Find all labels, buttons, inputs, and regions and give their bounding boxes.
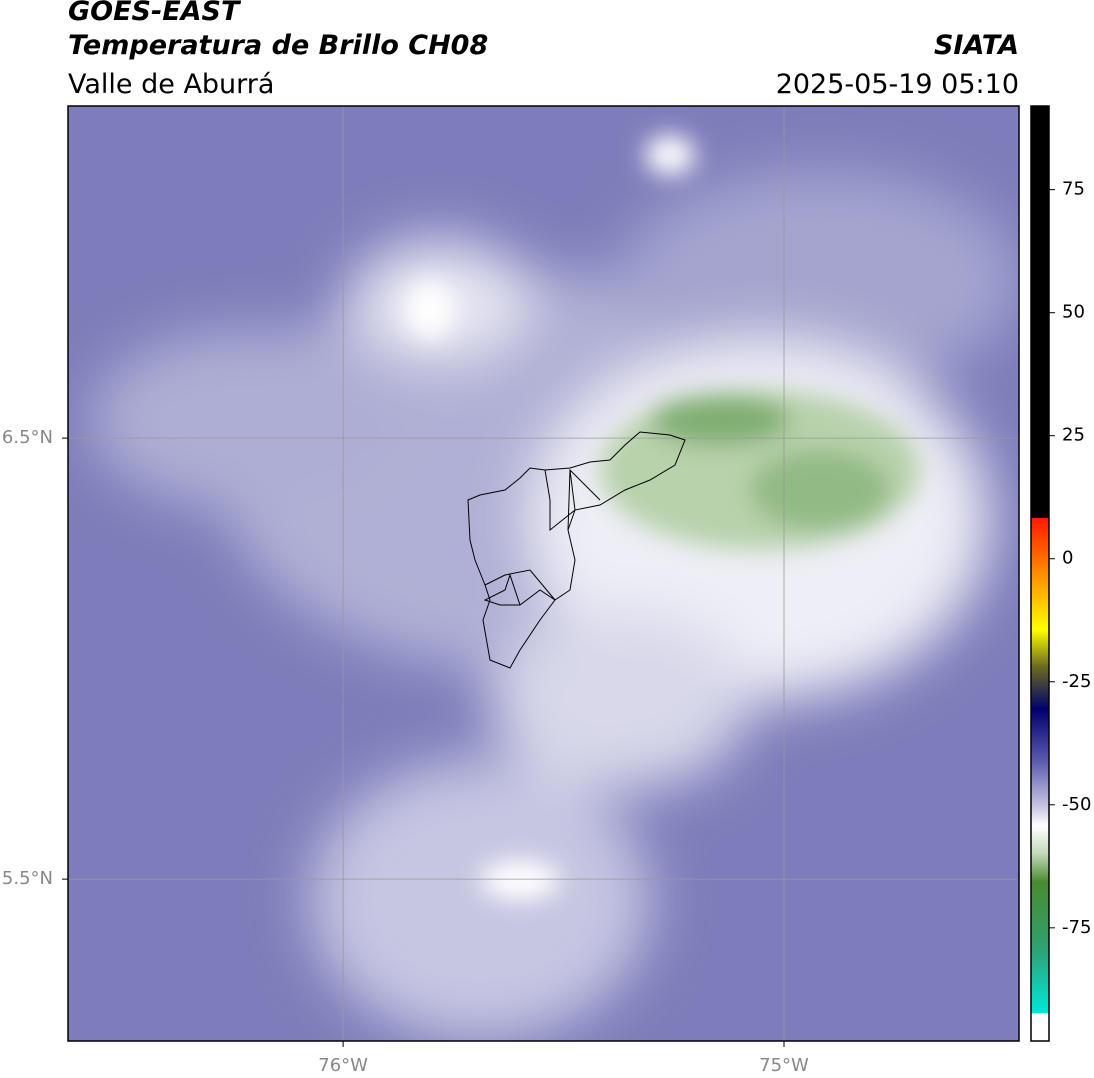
satellite-image bbox=[68, 106, 1019, 1041]
region: Valle de Aburrá bbox=[68, 69, 274, 100]
source: SIATA bbox=[934, 30, 1019, 61]
title: GOES-EAST bbox=[68, 0, 242, 27]
subtitle: Temperatura de Brillo CH08 bbox=[68, 30, 488, 61]
colorbar-tick-label: 50 bbox=[1062, 302, 1085, 323]
lat-tick-label: 6.5°N bbox=[2, 427, 53, 448]
datetime: 2025-05-19 05:10 bbox=[776, 69, 1019, 100]
lon-tick-label: 75°W bbox=[759, 1055, 809, 1076]
valley-outline bbox=[467, 431, 686, 669]
colorbar bbox=[1030, 105, 1050, 1042]
colorbar-tick-label: 0 bbox=[1062, 548, 1073, 569]
municipality-borders bbox=[544, 468, 601, 532]
lon-tick-label: 76°W bbox=[318, 1055, 368, 1076]
colorbar-tick-label: -50 bbox=[1062, 794, 1091, 815]
colorbar-tick-label: -75 bbox=[1062, 917, 1091, 938]
map-frame bbox=[67, 105, 1020, 1042]
colorbar-tick-label: 75 bbox=[1062, 179, 1085, 200]
colorbar-tick-label: 25 bbox=[1062, 425, 1085, 446]
municipality-borders bbox=[483, 569, 556, 606]
colorbar-tick-label: -25 bbox=[1062, 671, 1091, 692]
lat-tick-label: 5.5°N bbox=[2, 868, 53, 889]
